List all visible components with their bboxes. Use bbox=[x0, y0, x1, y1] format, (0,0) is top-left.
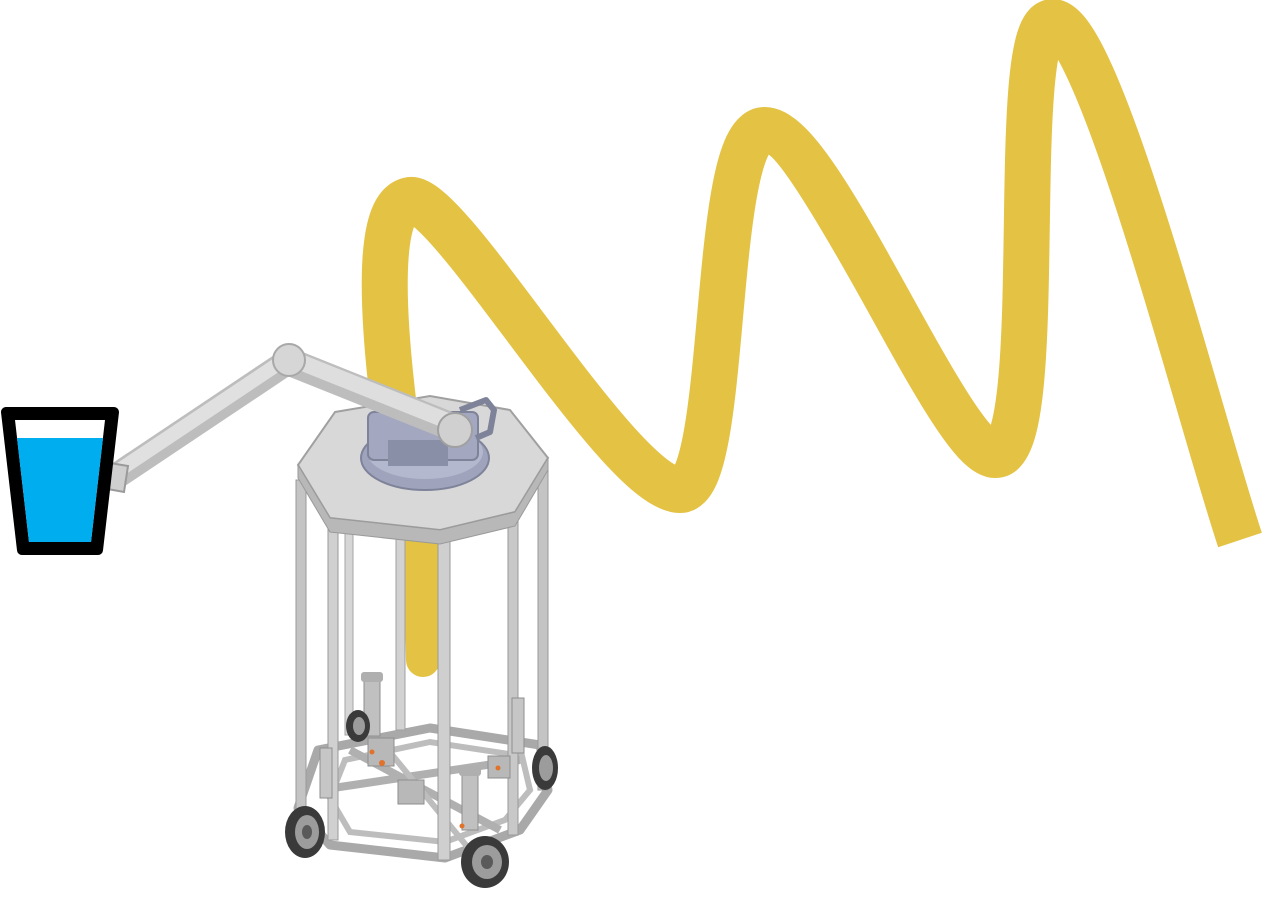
post bbox=[537, 469, 549, 791]
mecanum-wheel bbox=[346, 710, 370, 742]
actuator bbox=[319, 747, 333, 799]
post bbox=[344, 524, 354, 736]
mecanum-wheel bbox=[461, 836, 509, 888]
water bbox=[17, 438, 103, 542]
cup-icon bbox=[1, 407, 119, 555]
hose-lower-segment bbox=[403, 503, 440, 677]
mecanum-wheel bbox=[285, 806, 325, 858]
hose bbox=[361, 0, 1262, 548]
post bbox=[507, 514, 519, 836]
actuator bbox=[461, 769, 479, 831]
elbow-joint bbox=[272, 343, 306, 377]
shoulder-joint bbox=[437, 412, 473, 448]
robot-frame bbox=[285, 394, 558, 888]
post bbox=[437, 529, 451, 861]
post bbox=[295, 479, 307, 831]
post bbox=[395, 529, 406, 731]
actuator bbox=[511, 697, 525, 754]
robot-arm bbox=[100, 343, 473, 494]
accent-dot bbox=[379, 760, 385, 766]
mecanum-wheel bbox=[532, 746, 558, 790]
